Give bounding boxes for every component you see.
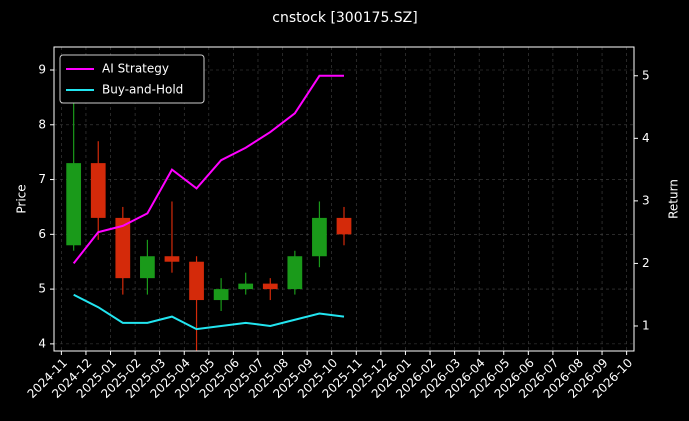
y-tick-label: 8 xyxy=(38,117,46,131)
candle-body xyxy=(287,256,303,290)
candle-body xyxy=(336,217,352,235)
candle-body xyxy=(189,261,204,301)
candle-body xyxy=(140,256,155,279)
candle-body xyxy=(213,289,229,301)
y2-tick-label: 3 xyxy=(642,193,650,207)
candle-body xyxy=(115,217,131,279)
y2-tick-label: 5 xyxy=(642,68,650,82)
candle-body xyxy=(90,163,106,218)
y-tick-label: 4 xyxy=(38,336,46,350)
y-tick-label: 6 xyxy=(38,227,46,241)
y-axis-label: Price xyxy=(15,184,29,213)
return-line xyxy=(72,74,344,265)
candle-body xyxy=(312,217,327,257)
return-line xyxy=(73,293,345,331)
y2-tick-label: 1 xyxy=(642,318,650,332)
y2-tick-label: 4 xyxy=(642,131,650,145)
candle-body xyxy=(66,163,82,246)
y-tick-label: 7 xyxy=(38,172,46,186)
candle-body xyxy=(262,283,278,290)
y2-tick-label: 2 xyxy=(642,256,650,270)
candle-body xyxy=(164,256,180,262)
y-tick-label: 9 xyxy=(38,63,46,77)
legend-label: Buy-and-Hold xyxy=(102,83,183,97)
candle-body xyxy=(238,283,254,290)
plot-frame xyxy=(53,46,635,352)
y-tick-label: 5 xyxy=(38,282,46,296)
legend-box xyxy=(59,54,205,104)
y2-axis-label: Return xyxy=(667,179,681,219)
legend-label: AI Strategy xyxy=(102,62,169,76)
chart-title: cnstock [300175.SZ] xyxy=(272,10,417,26)
